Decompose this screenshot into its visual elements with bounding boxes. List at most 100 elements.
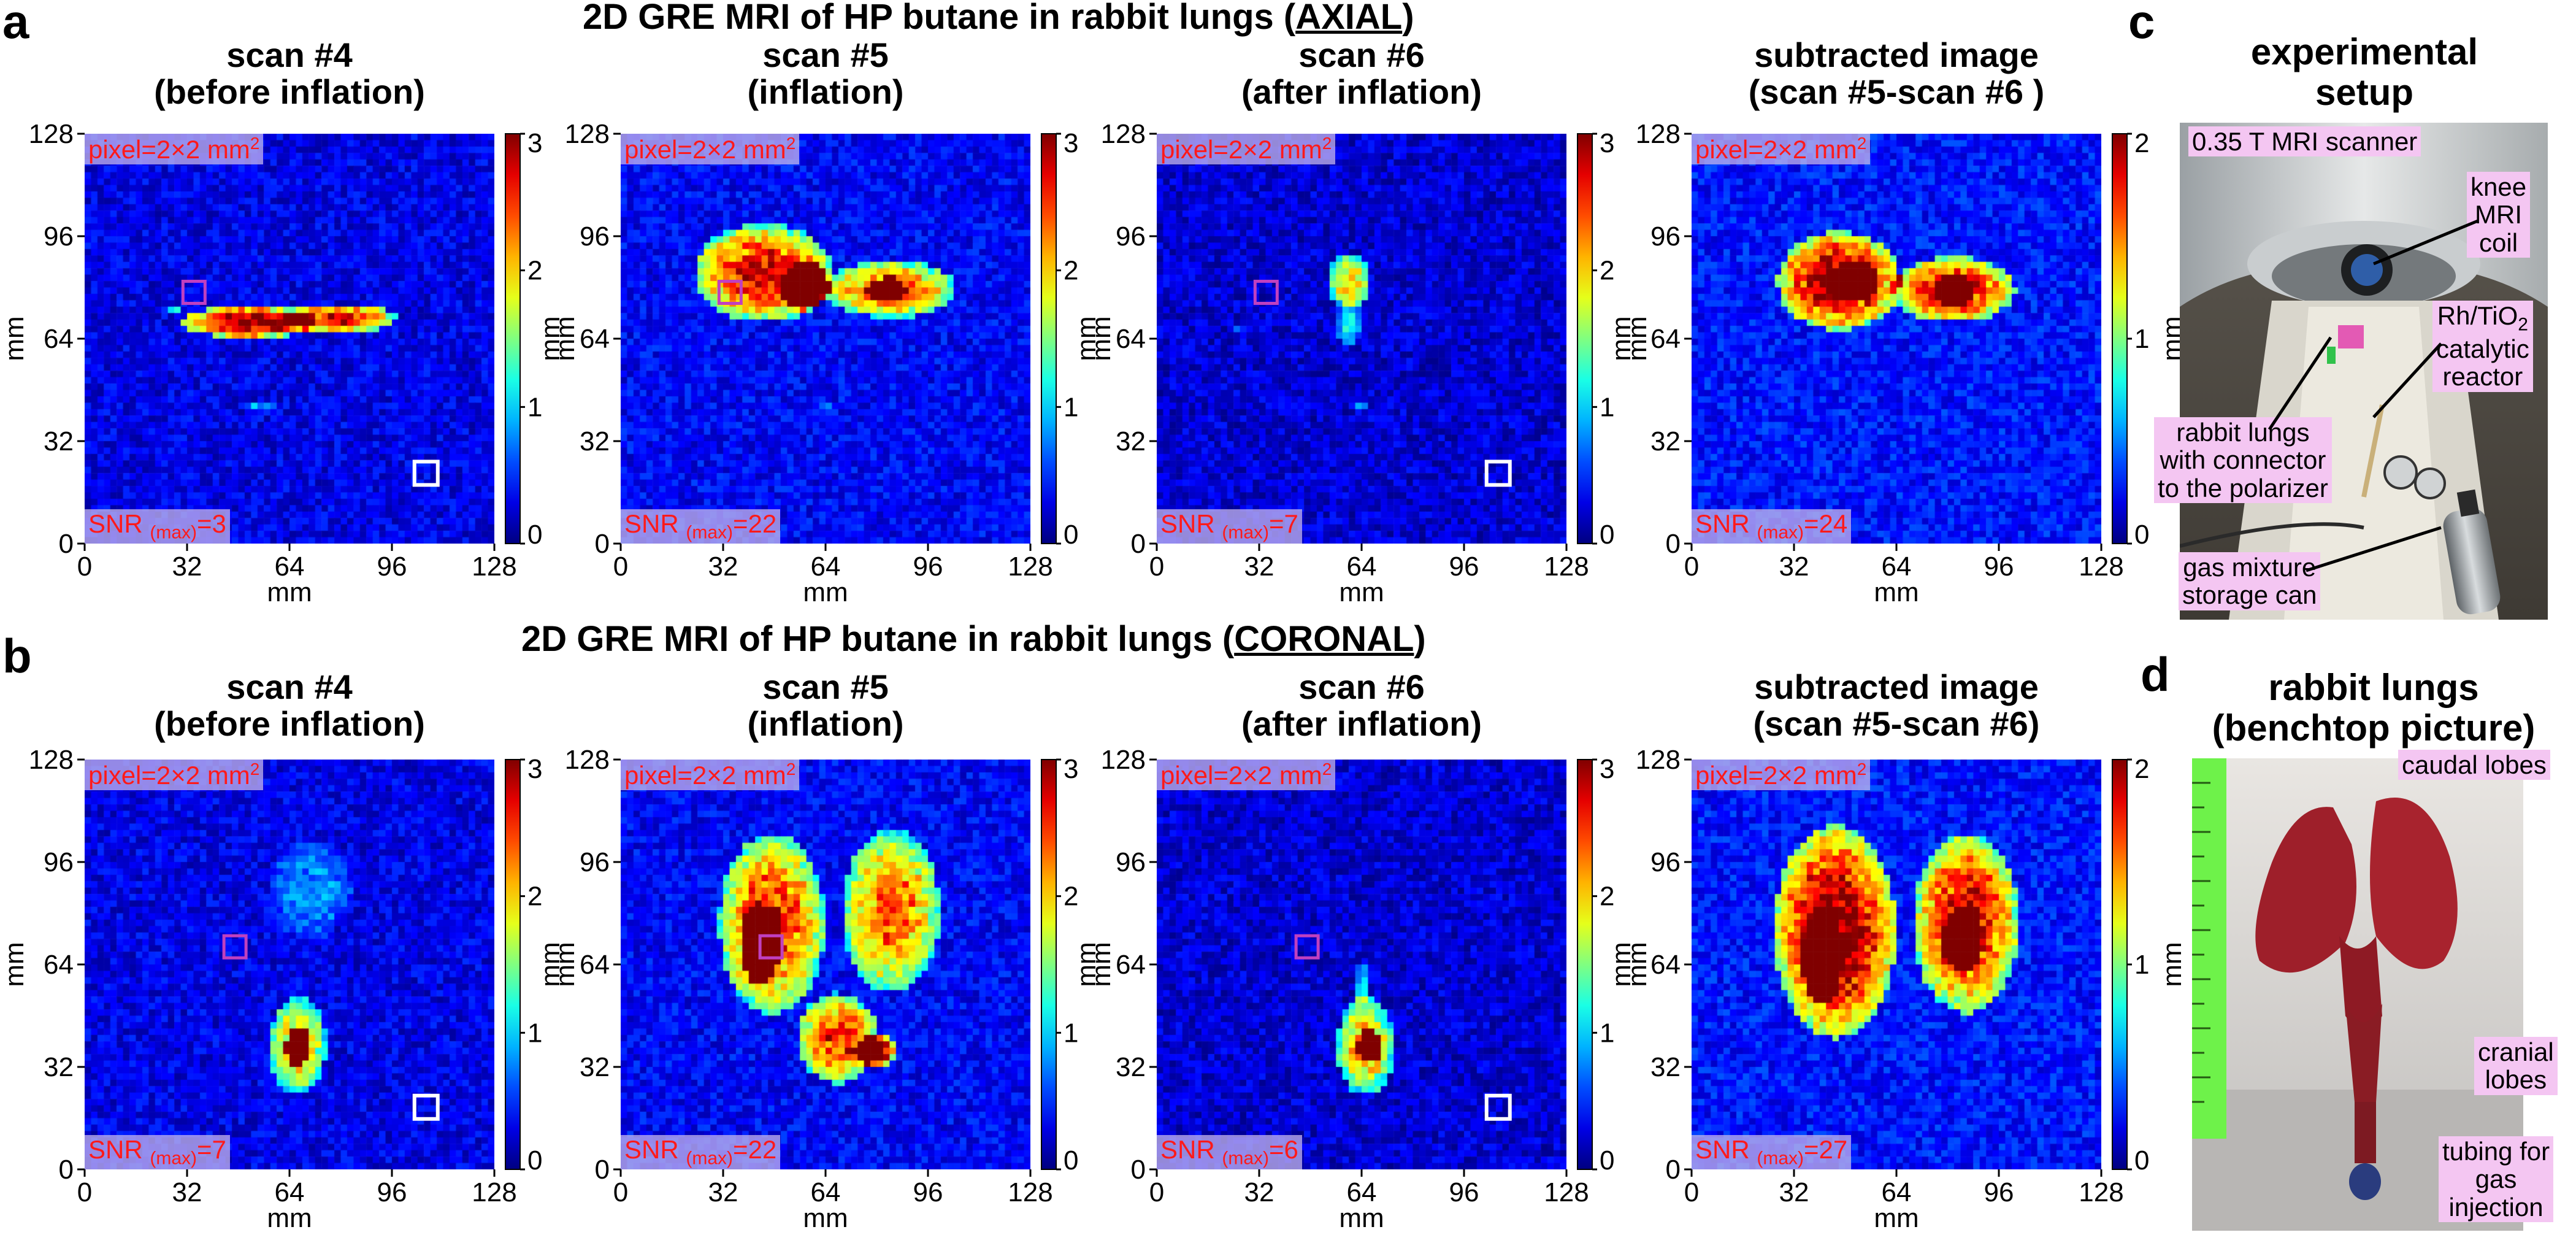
y-tick-label: 128	[1101, 747, 1146, 775]
panel-c-title: experimental setup	[2196, 32, 2533, 113]
colorbar-tick-label: 1	[2134, 950, 2149, 980]
colorbar-tick-label: 0	[1600, 520, 1614, 550]
y-tick-label: 32	[1650, 1052, 1681, 1082]
snr-label: SNR (max)=24	[1692, 509, 1852, 544]
x-axis-unit: mm	[1874, 1203, 1919, 1233]
snr-subscript: (max)	[1757, 1148, 1804, 1169]
x-tick-label: 96	[1449, 1177, 1479, 1207]
row-title-coronal: 2D GRE MRI of HP butane in rabbit lungs …	[521, 618, 1426, 660]
x-axis-unit: mm	[267, 577, 312, 607]
scan-title-line1: scan #4	[226, 668, 353, 706]
colorbar	[1041, 133, 1057, 544]
colorbar-tick-label: 0	[2134, 520, 2149, 550]
x-tick-label: 32	[1779, 1177, 1809, 1207]
row-title-suffix: )	[1414, 619, 1426, 659]
pixel-size-superscript: 2	[1322, 760, 1332, 779]
row-title-view: AXIAL	[1295, 0, 1403, 37]
callout-reactor-line2: catalytic	[2436, 334, 2529, 363]
callout-line: injection	[2448, 1192, 2543, 1222]
lungs-photo	[2192, 758, 2523, 1231]
y-tick-label: 32	[1116, 1052, 1146, 1082]
y-axis-unit: mm	[541, 942, 565, 987]
y-tick-label: 32	[580, 426, 610, 456]
scan-title-line1: subtracted image	[1754, 668, 2039, 706]
pixel-size-text: pixel=2×2 mm	[1695, 761, 1857, 790]
colorbar	[505, 759, 521, 1170]
y-tick-label: 64	[1650, 324, 1681, 354]
x-tick-label: 0	[77, 552, 92, 582]
colorbar-tick-label: 3	[527, 754, 542, 784]
y-tick-label: 64	[1116, 950, 1146, 980]
y-tick-label: 128	[565, 747, 610, 775]
snr-value: =6	[1269, 1135, 1298, 1164]
scan-title: scan #5 (inflation)	[580, 36, 1071, 111]
pixel-size-label: pixel=2×2 mm2	[621, 134, 800, 165]
callout-caudal-lobes-text: caudal lobes	[2402, 750, 2547, 779]
y-tick-label: 64	[44, 324, 74, 354]
y-tick-label: 64	[580, 950, 610, 980]
colorbar-tick-label: 2	[2134, 754, 2149, 784]
scan-title-line1: scan #4	[226, 36, 353, 74]
colorbar	[2112, 133, 2128, 544]
y-tick-label: 0	[59, 1155, 74, 1185]
panel-d-title-line1: rabbit lungs	[2268, 667, 2479, 708]
callout-line: gas mixture	[2183, 553, 2317, 582]
y-tick-label: 0	[1666, 1155, 1681, 1185]
x-tick-label: 96	[913, 1177, 943, 1207]
y-tick-label: 96	[580, 221, 610, 252]
scan-title-line2: (before inflation)	[154, 704, 425, 744]
y-tick-label: 64	[1650, 950, 1681, 980]
scan-title: scan #4 (before inflation)	[44, 668, 535, 744]
x-tick-label: 96	[377, 1177, 407, 1207]
scan-title: scan #4 (before inflation)	[44, 36, 535, 111]
y-axis-unit: mm	[1077, 942, 1102, 987]
callout-gas-storage: gas mixture storage can	[2179, 552, 2321, 610]
y-tick-label: 64	[44, 950, 74, 980]
y-tick-label: 96	[44, 847, 74, 877]
y-tick-label: 32	[1650, 426, 1681, 456]
y-tick-label: 128	[565, 121, 610, 149]
x-tick-label: 96	[1449, 552, 1479, 582]
signal-roi-square	[1253, 279, 1279, 305]
callout-line: gas	[2475, 1164, 2517, 1194]
scan-title: scan #5 (inflation)	[580, 668, 1071, 743]
panel-letter-b: b	[2, 629, 32, 683]
x-axis-unit: mm	[803, 577, 848, 607]
x-tick-label: 96	[1984, 1177, 2014, 1207]
mri-overlay	[181, 279, 440, 487]
noise-roi-square	[1484, 1093, 1512, 1121]
colorbar-tick-label: 2	[1600, 256, 1614, 286]
snr-value: =3	[197, 509, 226, 538]
x-tick-label: 64	[275, 1177, 305, 1207]
callout-mri-scanner: 0.35 T MRI scanner	[2188, 126, 2421, 157]
callout-reactor-subscript: 2	[2518, 314, 2528, 335]
snr-subscript: (max)	[1757, 522, 1804, 543]
colorbar-tick-label: 2	[527, 882, 542, 912]
callout-line: storage can	[2182, 580, 2317, 610]
y-tick-label: 96	[1116, 847, 1146, 877]
x-tick-label: 0	[1684, 1177, 1699, 1207]
x-tick-label: 64	[275, 552, 305, 582]
noise-roi-square	[412, 460, 440, 487]
y-axis-unit: mm	[1077, 316, 1102, 361]
x-axis-unit: mm	[267, 1203, 312, 1233]
signal-roi-square	[717, 279, 743, 305]
snr-prefix: SNR	[88, 509, 143, 538]
y-tick-label: 64	[1116, 324, 1146, 354]
pixel-size-text: pixel=2×2 mm	[1160, 135, 1322, 164]
snr-prefix: SNR	[624, 509, 679, 538]
colorbar-tick-label: 0	[527, 1145, 542, 1176]
snr-label: SNR (max)=22	[621, 1135, 781, 1169]
colorbar-tick-label: 0	[527, 520, 542, 550]
pixel-size-superscript: 2	[1857, 760, 1867, 779]
x-tick-label: 0	[1684, 552, 1699, 582]
row-title-axial: 2D GRE MRI of HP butane in rabbit lungs …	[583, 0, 1414, 37]
pixel-size-label: pixel=2×2 mm2	[1692, 760, 1871, 791]
x-tick-label: 0	[613, 1177, 628, 1207]
scan-title: scan #6 (after inflation)	[1116, 668, 1607, 743]
snr-subscript: (max)	[686, 522, 734, 543]
